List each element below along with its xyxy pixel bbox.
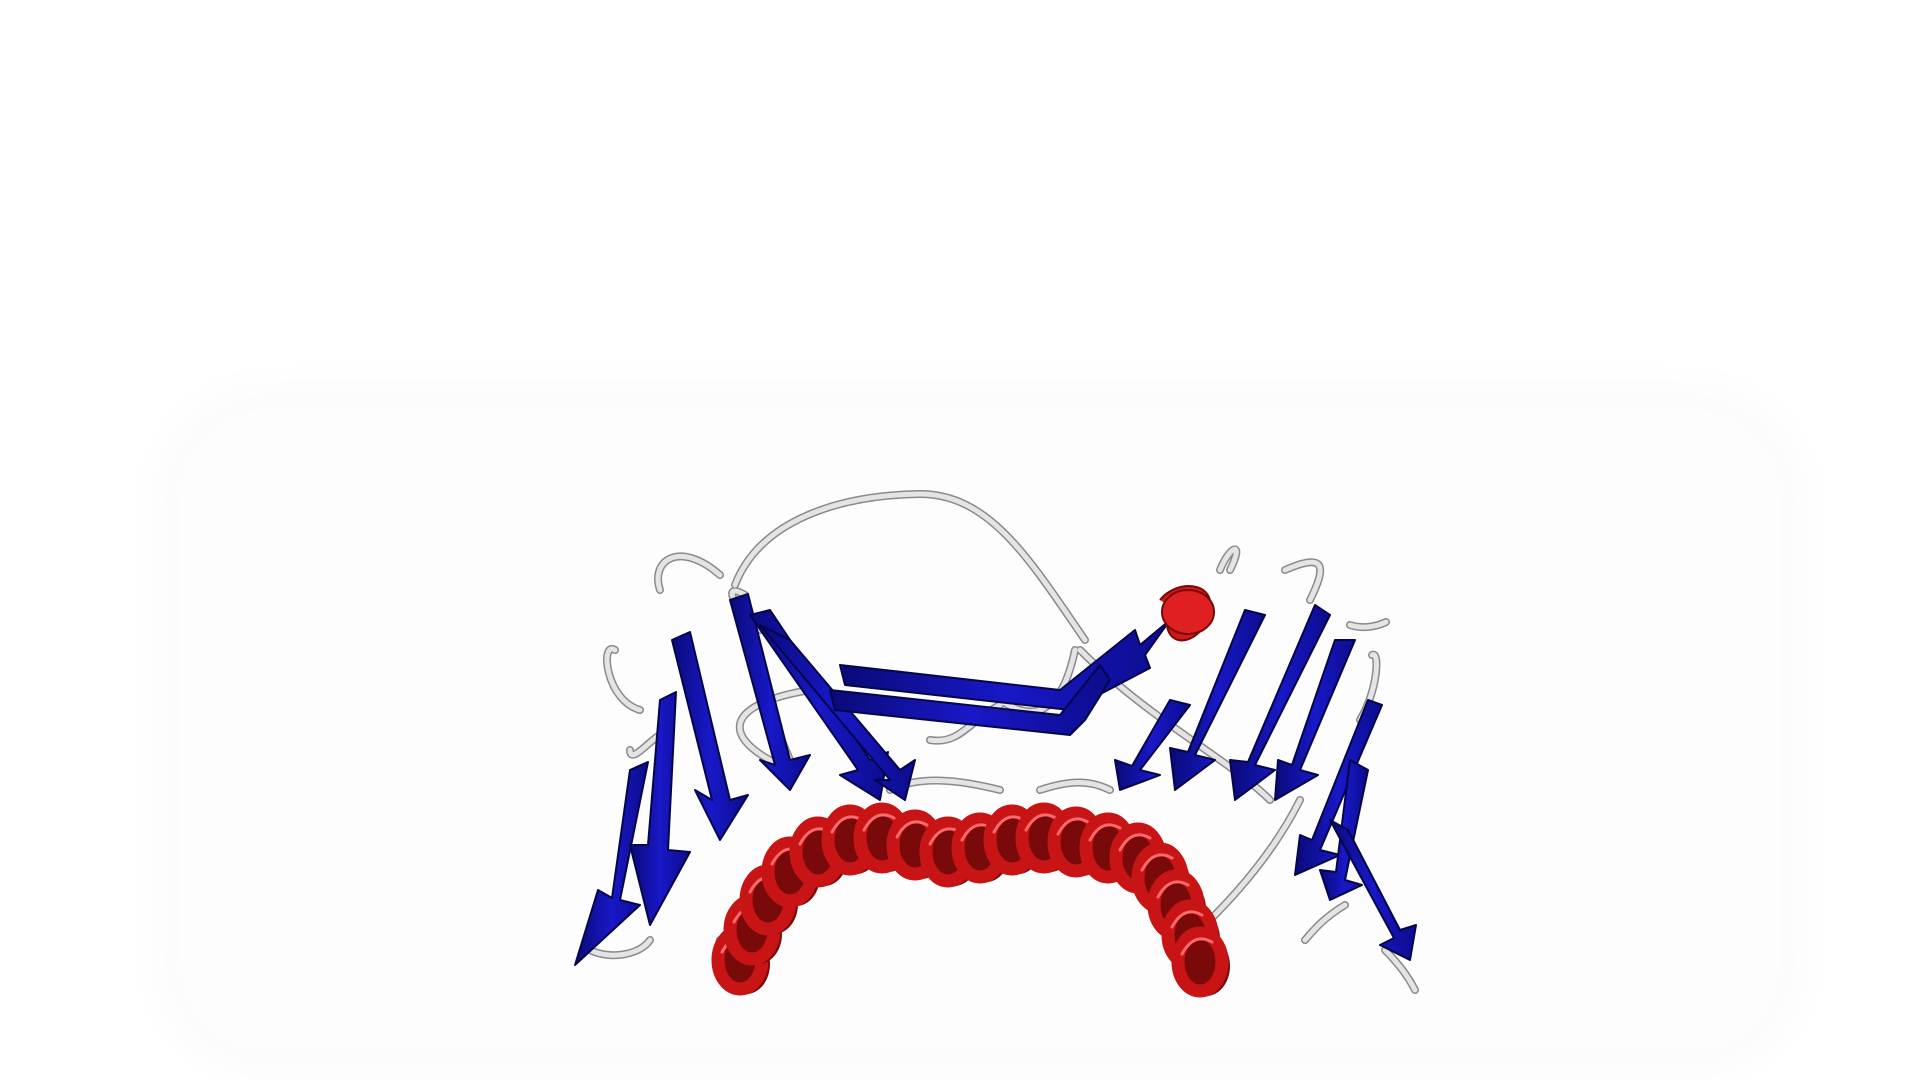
beta-strand xyxy=(672,632,748,840)
beta-sheet-group xyxy=(575,594,1416,965)
alpha-helix-small xyxy=(1160,586,1214,640)
alpha-helix-long xyxy=(718,809,1230,996)
